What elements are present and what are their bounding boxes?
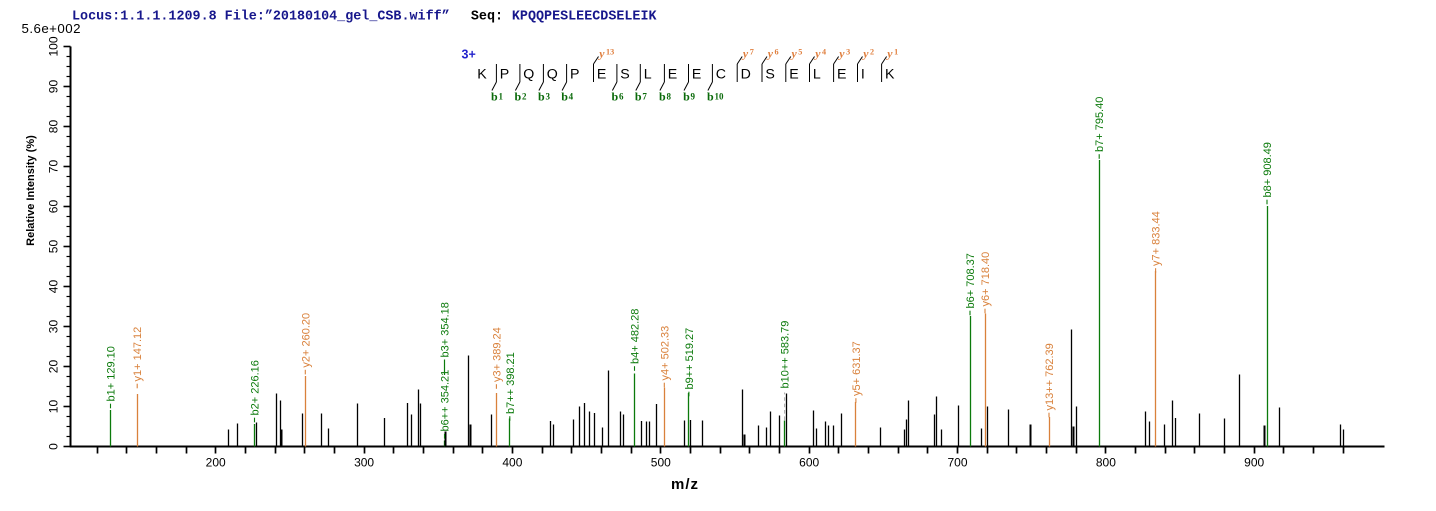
svg-text:y: y <box>837 47 845 61</box>
svg-text:1: 1 <box>894 48 898 57</box>
svg-text:S: S <box>620 67 629 83</box>
svg-text:S: S <box>765 67 774 83</box>
svg-text:b 8: b 8 <box>659 90 671 104</box>
svg-text:10: 10 <box>47 400 61 414</box>
svg-text:Q: Q <box>547 67 558 83</box>
svg-text:b6+ 708.37: b6+ 708.37 <box>965 253 977 308</box>
svg-text:I: I <box>861 67 865 83</box>
svg-text:E: E <box>692 67 701 83</box>
svg-text:P: P <box>570 67 579 83</box>
svg-text:y7+ 833.44: y7+ 833.44 <box>1151 211 1163 266</box>
svg-text:E: E <box>668 67 677 83</box>
svg-text:60: 60 <box>47 200 61 214</box>
svg-text:y3+ 389.24: y3+ 389.24 <box>491 327 503 382</box>
svg-text:b 3: b 3 <box>538 90 550 104</box>
svg-text:b 10: b 10 <box>707 90 724 104</box>
svg-text:b8+ 908.49: b8+ 908.49 <box>1262 142 1274 197</box>
svg-text:3: 3 <box>846 48 850 57</box>
svg-text:P: P <box>500 67 509 83</box>
svg-text:y: y <box>597 47 605 61</box>
svg-text:y5+ 631.37: y5+ 631.37 <box>851 341 863 396</box>
svg-text:y: y <box>861 47 869 61</box>
svg-text:6: 6 <box>775 48 779 57</box>
svg-text:7: 7 <box>750 48 754 57</box>
svg-text:Seq:: Seq: <box>471 10 503 25</box>
svg-text:b 4: b 4 <box>561 90 573 104</box>
svg-text:K: K <box>477 67 487 83</box>
svg-text:K: K <box>885 67 895 83</box>
svg-text:80: 80 <box>47 120 61 134</box>
svg-text:E: E <box>597 67 606 83</box>
svg-text:b7+ 795.40: b7+ 795.40 <box>1094 97 1106 152</box>
svg-text:Q: Q <box>523 67 534 83</box>
svg-text:b 7: b 7 <box>635 90 647 104</box>
svg-text:y6+ 718.40: y6+ 718.40 <box>980 252 992 307</box>
svg-text:b 1: b 1 <box>491 90 503 104</box>
svg-text:300: 300 <box>354 456 374 470</box>
svg-text:b9++ 519.27: b9++ 519.27 <box>684 328 696 390</box>
svg-text:y: y <box>885 47 893 61</box>
svg-text:y2+ 260.20: y2+ 260.20 <box>300 313 312 368</box>
svg-text:4: 4 <box>822 48 826 57</box>
svg-text:Relative Intensity (%): Relative Intensity (%) <box>25 135 37 246</box>
svg-text:b10++ 583.79: b10++ 583.79 <box>780 321 792 389</box>
svg-text:700: 700 <box>947 456 967 470</box>
svg-text:m/z: m/z <box>671 476 699 493</box>
svg-text:90: 90 <box>47 80 61 94</box>
svg-text:b2+ 226.16: b2+ 226.16 <box>250 360 262 415</box>
svg-text:b6++ 354.21: b6++ 354.21 <box>440 370 452 432</box>
svg-text:y: y <box>790 47 798 61</box>
svg-text:800: 800 <box>1096 456 1116 470</box>
svg-text:KPQQPESLEECDSELEIK: KPQQPESLEECDSELEIK <box>512 10 658 25</box>
svg-text:b7++ 398.21: b7++ 398.21 <box>505 352 517 414</box>
svg-text:C: C <box>716 67 726 83</box>
svg-text:D: D <box>741 67 751 83</box>
svg-text:5.6e+002: 5.6e+002 <box>22 21 81 36</box>
svg-text:100: 100 <box>47 36 61 56</box>
svg-text:b4+ 482.28: b4+ 482.28 <box>630 309 642 364</box>
svg-text:L: L <box>813 67 821 83</box>
svg-text:L: L <box>644 67 652 83</box>
svg-text:5: 5 <box>798 48 802 57</box>
svg-text:Locus:1.1.1.1209.8 File:”20180: Locus:1.1.1.1209.8 File:”20180104_gel_CS… <box>72 10 450 25</box>
svg-text:13: 13 <box>606 48 614 57</box>
svg-text:200: 200 <box>206 456 226 470</box>
svg-text:30: 30 <box>47 320 61 334</box>
svg-text:2: 2 <box>870 48 874 57</box>
svg-text:y: y <box>741 47 749 61</box>
svg-text:y: y <box>813 47 821 61</box>
svg-text:900: 900 <box>1244 456 1264 470</box>
svg-text:20: 20 <box>47 360 61 374</box>
svg-text:40: 40 <box>47 280 61 294</box>
svg-text:b 2: b 2 <box>515 90 527 104</box>
svg-text:400: 400 <box>502 456 522 470</box>
svg-text:y: y <box>766 47 774 61</box>
svg-text:y1+ 147.12: y1+ 147.12 <box>132 327 144 382</box>
svg-text:70: 70 <box>47 160 61 174</box>
svg-text:y4+ 502.33: y4+ 502.33 <box>659 326 671 381</box>
svg-text:b1+ 129.10: b1+ 129.10 <box>106 346 118 401</box>
svg-text:3+: 3+ <box>462 47 476 61</box>
svg-text:E: E <box>789 67 798 83</box>
svg-text:b 6: b 6 <box>612 90 624 104</box>
svg-text:50: 50 <box>47 240 61 254</box>
svg-text:b3+ 354.18: b3+ 354.18 <box>440 302 452 357</box>
svg-text:y13++ 762.39: y13++ 762.39 <box>1044 343 1056 410</box>
svg-text:b 9: b 9 <box>683 90 695 104</box>
svg-text:500: 500 <box>651 456 671 470</box>
svg-text:600: 600 <box>799 456 819 470</box>
svg-text:E: E <box>837 67 846 83</box>
svg-text:0: 0 <box>47 443 61 450</box>
